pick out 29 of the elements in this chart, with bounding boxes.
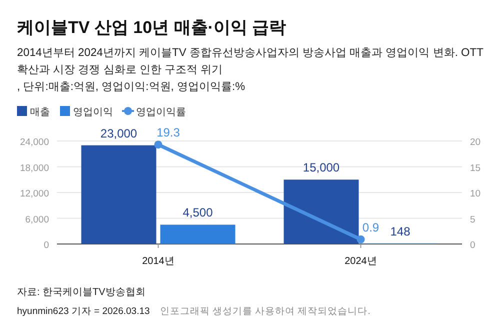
bar	[81, 145, 156, 244]
legend-label: 영업이익률	[136, 107, 186, 118]
chart-subtitle: 2014년부터 2024년까지 케이블TV 종합유선방송사업자의 방송사업 매출과 영업이익 변화. OTT 확산과 시장 경쟁 심화로 인한 구조적 위기 , 단위:매출:억원, 영업이익:억원, 영업이익률:%	[17, 47, 484, 93]
x-tick-label: 2024년	[344, 256, 377, 267]
chart-title: 케이블TV 산업 10년 매출·이익 급락	[17, 18, 286, 37]
data-label: 148	[390, 224, 411, 238]
y2-tick-label: 10	[470, 188, 481, 200]
data-label: 0.9	[362, 220, 380, 234]
y2-tick-label: 15	[470, 162, 481, 174]
y2-tick-label: 0	[470, 240, 476, 251]
y-tick-label: 24,000	[20, 137, 49, 148]
y2-tick-label: 20	[470, 137, 481, 148]
bar	[160, 224, 236, 244]
y-tick-label: 0	[44, 240, 49, 251]
text: hyunmin623 기자 = 2026.03.13	[17, 306, 150, 317]
text: 인포그래픽 생성기를 사용하여 제작되었습니다.	[160, 306, 370, 317]
x-tick-label: 2014년	[142, 256, 174, 267]
legend-label: 매출	[30, 107, 50, 118]
legend-label: 영업이익	[73, 107, 113, 118]
data-label: 19.3	[156, 126, 180, 140]
y-tick-label: 12,000	[20, 188, 49, 200]
text: 자료: 한국케이블TV방송협회	[17, 287, 146, 298]
y-tick-label: 18,000	[20, 162, 49, 174]
data-label: 15,000	[302, 160, 340, 175]
bar	[284, 180, 359, 244]
data-label: 23,000	[100, 126, 138, 140]
y2-tick-label: 5	[470, 214, 476, 226]
data-label: 4,500	[182, 206, 214, 220]
y-tick-label: 6,000	[25, 214, 49, 226]
